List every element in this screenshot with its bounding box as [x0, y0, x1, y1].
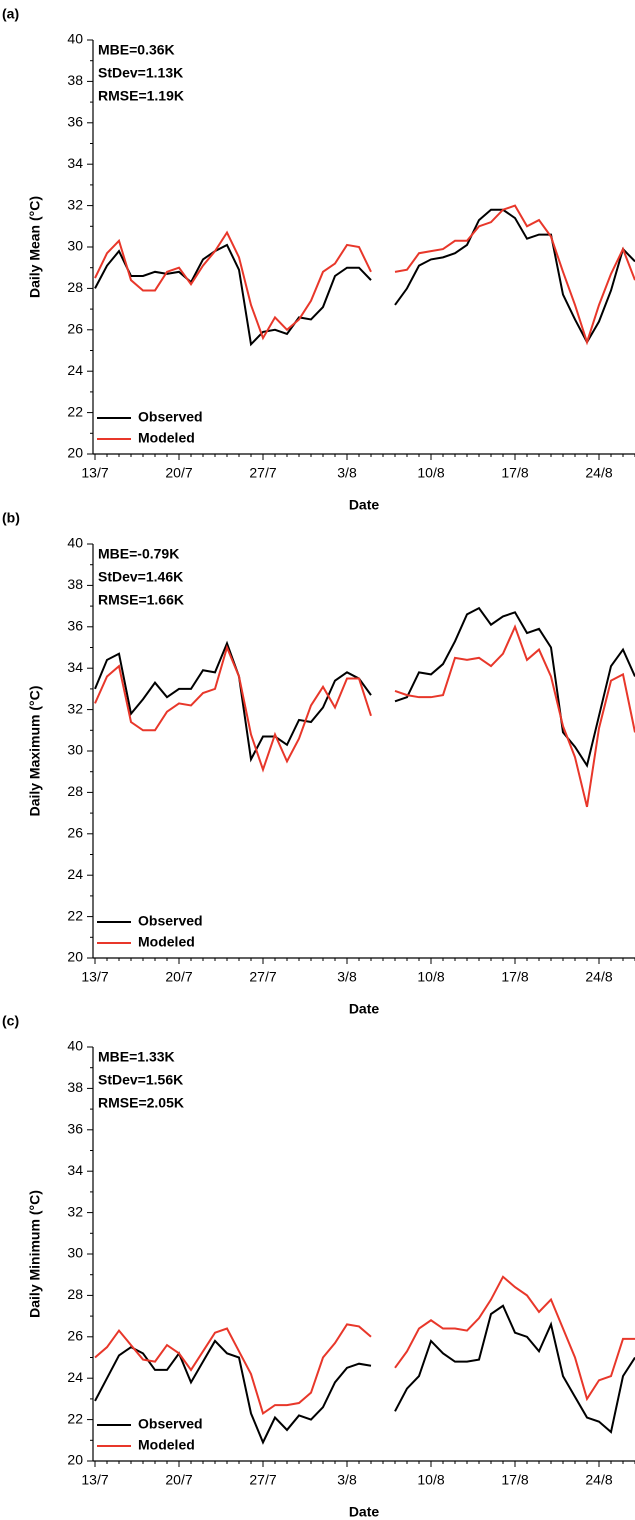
x-axis-title: Date	[349, 497, 380, 513]
y-tick-label: 30	[67, 742, 83, 758]
x-tick-label: 27/7	[249, 969, 276, 985]
y-tick-label: 40	[67, 1038, 83, 1054]
y-tick-label: 22	[67, 907, 83, 923]
y-tick-label: 22	[67, 403, 83, 419]
y-tick-label: 34	[67, 1162, 83, 1178]
stat-annotation: RMSE=1.19K	[98, 88, 184, 104]
y-tick-label: 36	[67, 114, 83, 130]
y-tick-label: 30	[67, 238, 83, 254]
x-tick-label: 13/7	[81, 465, 108, 481]
x-tick-label: 24/8	[585, 969, 612, 985]
x-tick-label: 17/8	[501, 465, 528, 481]
x-tick-label: 13/7	[81, 1472, 108, 1488]
y-tick-label: 38	[67, 72, 83, 88]
x-tick-label: 10/8	[417, 1472, 444, 1488]
y-tick-label: 24	[67, 866, 83, 882]
y-tick-label: 32	[67, 196, 83, 212]
y-tick-label: 40	[67, 31, 83, 47]
x-tick-label: 17/8	[501, 969, 528, 985]
stat-annotation: MBE=1.33K	[98, 1049, 175, 1065]
legend-label: Modeled	[138, 1437, 195, 1453]
panel-label: (a)	[2, 6, 19, 22]
x-tick-label: 27/7	[249, 465, 276, 481]
x-tick-label: 3/8	[337, 1472, 357, 1488]
y-tick-label: 30	[67, 1245, 83, 1261]
legend-label: Observed	[138, 409, 203, 425]
x-tick-label: 17/8	[501, 1472, 528, 1488]
y-tick-label: 32	[67, 700, 83, 716]
y-tick-label: 24	[67, 1369, 83, 1385]
x-tick-label: 24/8	[585, 465, 612, 481]
legend-label: Modeled	[138, 934, 195, 950]
y-axis-title: Daily Mean (°C)	[27, 196, 43, 298]
y-tick-label: 28	[67, 1286, 83, 1302]
x-tick-label: 3/8	[337, 465, 357, 481]
y-tick-label: 20	[67, 949, 83, 965]
y-tick-label: 26	[67, 321, 83, 337]
y-tick-label: 34	[67, 659, 83, 675]
legend-label: Modeled	[138, 430, 195, 446]
legend-label: Observed	[138, 1416, 203, 1432]
x-tick-label: 24/8	[585, 1472, 612, 1488]
y-tick-label: 20	[67, 1452, 83, 1468]
y-tick-label: 24	[67, 362, 83, 378]
x-tick-label: 20/7	[165, 969, 192, 985]
data-line	[94, 204, 635, 346]
x-tick-label: 10/8	[417, 465, 444, 481]
y-tick-label: 28	[67, 783, 83, 799]
x-tick-label: 20/7	[165, 465, 192, 481]
x-axis-title: Date	[349, 1001, 380, 1017]
y-tick-label: 28	[67, 279, 83, 295]
stat-annotation: MBE=-0.79K	[98, 546, 179, 562]
x-tick-label: 13/7	[81, 969, 108, 985]
y-tick-label: 26	[67, 825, 83, 841]
x-tick-label: 20/7	[165, 1472, 192, 1488]
x-axis-title: Date	[349, 1504, 380, 1520]
y-tick-label: 20	[67, 445, 83, 461]
y-tick-label: 36	[67, 618, 83, 634]
data-line	[94, 624, 635, 808]
data-line	[94, 1275, 635, 1415]
y-tick-label: 38	[67, 1079, 83, 1095]
stat-annotation: StDev=1.56K	[98, 1072, 183, 1088]
y-tick-label: 40	[67, 535, 83, 551]
legend-label: Observed	[138, 913, 203, 929]
y-tick-label: 32	[67, 1203, 83, 1219]
stat-annotation: MBE=0.36K	[98, 42, 175, 58]
data-line	[94, 208, 635, 347]
x-tick-label: 10/8	[417, 969, 444, 985]
stat-annotation: StDev=1.13K	[98, 65, 183, 81]
y-tick-label: 26	[67, 1328, 83, 1344]
data-line	[94, 1304, 635, 1445]
y-axis-title: Daily Maximum (°C)	[27, 686, 43, 817]
y-tick-label: 34	[67, 155, 83, 171]
panel-label: (b)	[2, 510, 20, 526]
y-tick-label: 22	[67, 1410, 83, 1426]
x-tick-label: 27/7	[249, 1472, 276, 1488]
stat-annotation: RMSE=1.66K	[98, 592, 184, 608]
panel-label: (c)	[2, 1013, 19, 1029]
x-tick-label: 3/8	[337, 969, 357, 985]
stat-annotation: RMSE=2.05K	[98, 1095, 184, 1111]
stat-annotation: StDev=1.46K	[98, 569, 183, 585]
y-axis-title: Daily Minimum (°C)	[27, 1190, 43, 1318]
y-tick-label: 38	[67, 576, 83, 592]
y-tick-label: 36	[67, 1121, 83, 1137]
